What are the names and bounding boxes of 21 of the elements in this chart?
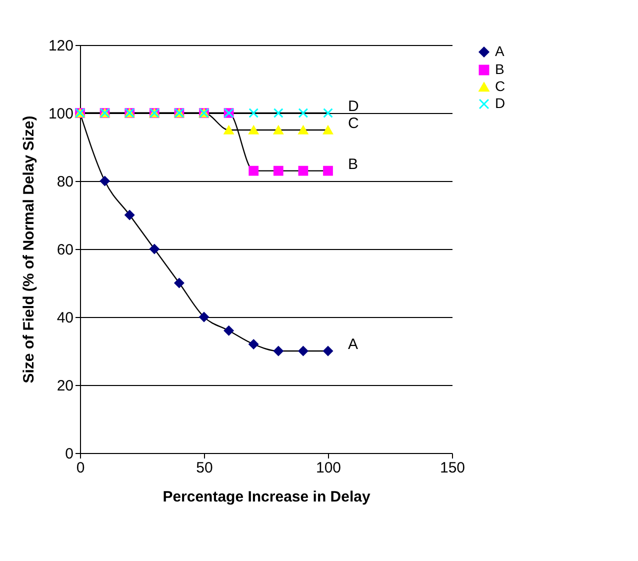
text: A bbox=[348, 336, 358, 353]
y-axis-title: Size of Field (% of Normal Delay Size) bbox=[20, 116, 38, 384]
text: B bbox=[348, 156, 358, 173]
x-tick-label: 100 bbox=[316, 460, 342, 476]
legend-label: D bbox=[495, 95, 506, 111]
y-tick-label: 80 bbox=[56, 174, 74, 190]
text: C bbox=[348, 115, 359, 132]
y-tick-label: 100 bbox=[48, 106, 74, 122]
y-tick-label: 60 bbox=[56, 242, 74, 258]
x-tick-label: 50 bbox=[196, 460, 213, 476]
x-axis-title: Percentage Increase in Delay bbox=[162, 488, 371, 506]
x-tick-label: 150 bbox=[440, 460, 466, 476]
legend-label: B bbox=[495, 61, 504, 77]
y-tick-label: 120 bbox=[48, 38, 74, 54]
x-tick-label: 0 bbox=[76, 460, 85, 476]
y-tick-label: 40 bbox=[56, 310, 74, 326]
legend-label: C bbox=[495, 78, 506, 94]
y-tick-label: 0 bbox=[65, 446, 74, 462]
y-tick-label: 20 bbox=[56, 378, 74, 394]
legend-label: A bbox=[495, 43, 505, 59]
text: D bbox=[348, 98, 359, 115]
